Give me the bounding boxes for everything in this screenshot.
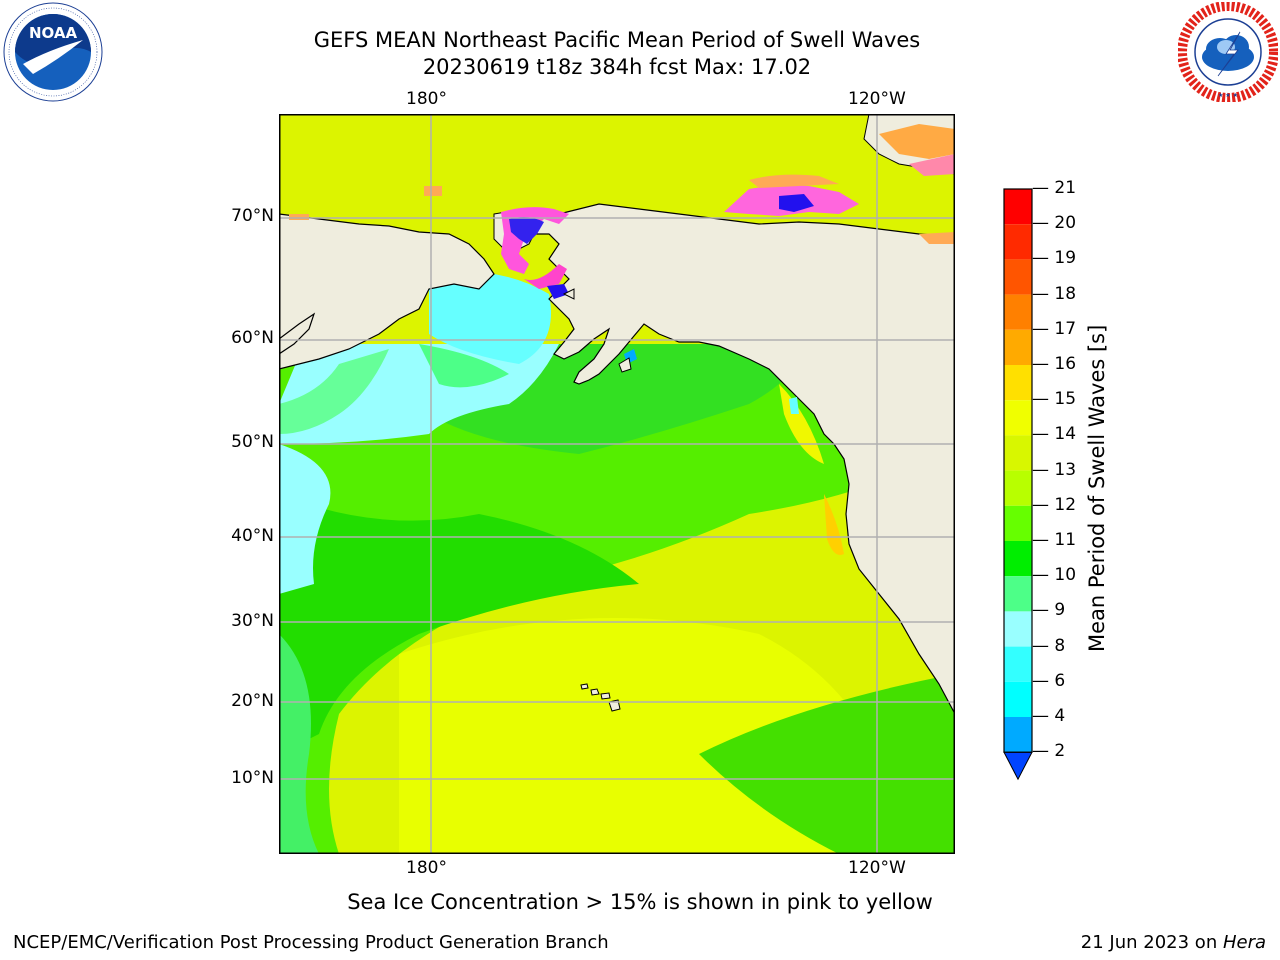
footer-date-text: 21 Jun 2023 on: [1080, 932, 1223, 953]
colorbar-tick-label: — 19: [1032, 248, 1077, 269]
colorbar-swatch: [1004, 541, 1032, 577]
lat-label-60n: 60°N: [231, 328, 274, 348]
colorbar-tick-label: — 15: [1032, 389, 1077, 410]
colorbar-tick-label: — 17: [1032, 318, 1077, 339]
colorbar-tick-label: — 21: [1032, 178, 1077, 198]
colorbar-tick-label: — 13: [1032, 459, 1077, 480]
lat-label-40n: 40°N: [231, 526, 274, 546]
lon-label-top-180: 180°: [406, 89, 447, 109]
map-subtitle: 20230619 t18z 384h fcst Max: 17.02: [422, 55, 812, 79]
colorbar-tick-label: — 6: [1032, 670, 1066, 691]
colorbar-frame: [1003, 188, 1033, 753]
colorbar-title: Mean Period of Swell Waves [s]: [1085, 324, 1109, 652]
nws-logo: ★ ★ ★: [1178, 2, 1278, 102]
sea-ice-caption: Sea Ice Concentration > 15% is shown in …: [347, 890, 933, 914]
lat-label-10n: 10°N: [231, 768, 274, 788]
colorbar-tick-label: — 18: [1032, 283, 1077, 304]
colorbar-swatch: [1004, 576, 1032, 612]
map-frame: [279, 114, 955, 854]
colorbar-ticks: — 21 — 20 — 19 — 18 — 17 — 16 — 15 — 14 — 13 — 12…: [1032, 178, 1080, 778]
colorbar-tick-label: — 2: [1032, 741, 1066, 762]
graticule: [279, 114, 955, 854]
colorbar-tick-label: — 10: [1032, 565, 1077, 586]
lon-label-bottom-180: 180°: [406, 858, 447, 878]
colorbar-tick-label: — 20: [1032, 213, 1077, 234]
colorbar-swatch: [1004, 435, 1032, 471]
colorbar-swatch: [1004, 611, 1032, 647]
footer-host: Hera: [1222, 932, 1266, 953]
map-panel: [279, 114, 955, 854]
colorbar-extension: [1003, 751, 1033, 781]
lat-label-20n: 20°N: [231, 691, 274, 711]
colorbar-tick-label: — 14: [1032, 424, 1077, 445]
colorbar-swatch: [1004, 224, 1032, 260]
colorbar-tick-label: — 4: [1032, 706, 1066, 726]
svg-text:★ ★ ★: ★ ★ ★: [1218, 92, 1238, 99]
colorbar-swatch: [1004, 470, 1032, 506]
land-siberia: [279, 213, 495, 370]
lat-label-30n: 30°N: [231, 611, 274, 631]
lat-label-50n: 50°N: [231, 432, 274, 452]
colorbar: [1003, 188, 1033, 782]
colorbar-swatch: [1004, 681, 1032, 717]
swell-period-map: [279, 114, 955, 854]
lat-label-70n: 70°N: [231, 206, 274, 226]
colorbar-swatch: [1004, 717, 1032, 753]
colorbar-swatch: [1004, 365, 1032, 401]
noaa-logo: NOAA: [3, 2, 103, 102]
colorbar-swatch: [1004, 646, 1032, 682]
colorbar-tick-label: — 16: [1032, 354, 1077, 374]
noaa-logo-text: NOAA: [29, 24, 78, 42]
colorbar-tick-label: — 9: [1032, 600, 1066, 621]
colorbar-tick-label: — 11: [1032, 530, 1077, 550]
colorbar-swatch: [1004, 329, 1032, 365]
map-title: GEFS MEAN Northeast Pacific Mean Period …: [313, 28, 921, 52]
colorbar-swatch: [1004, 259, 1032, 295]
footer-date: 21 Jun 2023 on Hera: [1081, 932, 1266, 953]
lon-label-bottom-120w: 120°W: [848, 858, 906, 878]
footer-credit: NCEP/EMC/Verification Post Processing Pr…: [13, 932, 609, 953]
land-north-america: [517, 203, 955, 715]
lon-label-top-120w: 120°W: [848, 89, 906, 109]
colorbar-swatch: [1004, 294, 1032, 330]
colorbar-tick-label: — 12: [1032, 494, 1077, 515]
colorbar-swatch: [1004, 400, 1032, 436]
colorbar-swatch: [1004, 505, 1032, 541]
colorbar-swatches: [1003, 188, 1033, 781]
colorbar-swatch: [1004, 189, 1032, 225]
colorbar-tick-label: — 8: [1032, 635, 1066, 656]
